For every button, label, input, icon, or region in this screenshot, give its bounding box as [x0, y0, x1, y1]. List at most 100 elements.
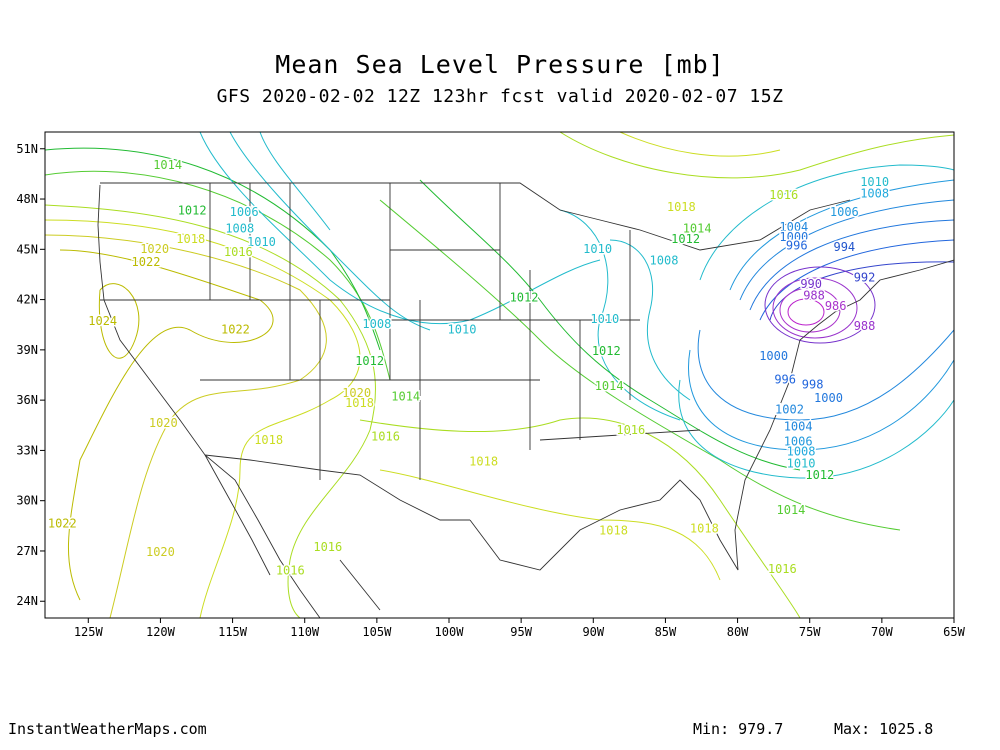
- isobar-1004-low: [739, 199, 954, 301]
- isobar-1020-w: [45, 234, 327, 618]
- lat-tick-label: 45N: [16, 242, 38, 256]
- lon-tick-label: 75W: [799, 625, 821, 639]
- isobar-label-1006: 1006: [230, 205, 259, 219]
- lat-tick-label: 36N: [16, 393, 38, 407]
- isobar-label-1008: 1008: [225, 222, 254, 236]
- isobar-label-1000: 1000: [814, 391, 843, 405]
- lat-tick-label: 27N: [16, 544, 38, 558]
- isobar-label-1016: 1016: [313, 540, 342, 554]
- isobar-label-1004: 1004: [779, 220, 808, 234]
- isobar-1012-w: [45, 147, 381, 351]
- isobar-label-1014: 1014: [595, 379, 624, 393]
- isobar-label-1002: 1002: [775, 403, 804, 417]
- isobar-1008-n: [229, 132, 431, 331]
- isobar-label-1018: 1018: [667, 200, 696, 214]
- isobar-1022: [59, 249, 274, 601]
- isobar-1018-nh: [619, 132, 781, 157]
- isobar-1012-c: [419, 179, 801, 471]
- border-canada: [100, 182, 851, 251]
- isobar-label-1020: 1020: [146, 545, 175, 559]
- map-subtitle: GFS 2020-02-02 12Z 123hr fcst valid 2020…: [216, 86, 784, 107]
- coastline-west: [97, 184, 321, 618]
- isobar-label-1012: 1012: [805, 468, 834, 482]
- isobar-label-1014: 1014: [153, 158, 182, 172]
- isobar-1006-n: [259, 132, 331, 231]
- isobar-label-1004: 1004: [784, 419, 813, 433]
- isobar-label-1012: 1012: [178, 203, 207, 217]
- isobar-label-1016: 1016: [276, 564, 305, 578]
- isobar-1018-c: [379, 469, 721, 581]
- isobar-1010-n: [199, 132, 601, 325]
- map-title: Mean Sea Level Pressure [mb]: [275, 50, 725, 79]
- isobar-label-1016: 1016: [224, 245, 253, 259]
- isobar-label-1022: 1022: [221, 322, 250, 336]
- isobar-990: [764, 266, 876, 344]
- isobar-lines: [45, 132, 954, 618]
- isobar-1016-nh: [559, 132, 954, 179]
- lon-tick-label: 120W: [146, 625, 176, 639]
- isobar-label-1016: 1016: [371, 430, 400, 444]
- isobar-1006-low: [729, 179, 954, 291]
- isobar-label-1024: 1024: [88, 314, 117, 328]
- isobar-1000-low: [749, 219, 954, 311]
- isobar-label-996: 996: [774, 373, 796, 387]
- isobar-label-1018: 1018: [690, 522, 719, 536]
- isobar-1024: [98, 283, 140, 359]
- isobar-988: [772, 277, 858, 339]
- isobar-label-1012: 1012: [671, 232, 700, 246]
- isobar-label-994: 994: [833, 240, 855, 254]
- coastline-baja: [204, 454, 271, 576]
- isobar-1010-sw: [678, 379, 954, 479]
- lon-tick-label: 65W: [943, 625, 965, 639]
- isobar-1006-sw: [688, 349, 954, 451]
- isobar-label-1018: 1018: [599, 523, 628, 537]
- lat-tick-label: 51N: [16, 142, 38, 156]
- isobar-label-1018: 1018: [345, 396, 374, 410]
- isobar-label-992: 992: [854, 270, 876, 284]
- lon-tick-label: 95W: [510, 625, 532, 639]
- isobar-label-1022: 1022: [48, 517, 77, 531]
- isobar-996-low: [759, 239, 954, 321]
- lon-tick-label: 125W: [74, 625, 104, 639]
- isobar-1014-c: [379, 199, 901, 531]
- isobar-label-1010: 1010: [787, 456, 816, 470]
- lon-tick-label: 115W: [218, 625, 248, 639]
- isobar-label-1008: 1008: [860, 187, 889, 201]
- site-credit: InstantWeatherMaps.com: [8, 720, 207, 738]
- lat-tick-label: 30N: [16, 494, 38, 508]
- lat-tick-label: 48N: [16, 192, 38, 206]
- isobar-label-1008: 1008: [362, 317, 391, 331]
- isobar-label-1010: 1010: [590, 312, 619, 326]
- lat-tick-label: 24N: [16, 594, 38, 608]
- isobar-984: [787, 298, 825, 326]
- lon-tick-label: 90W: [582, 625, 604, 639]
- isobar-label-1000: 1000: [779, 230, 808, 244]
- geography-lines: [97, 182, 954, 618]
- isobar-label-1006: 1006: [830, 205, 859, 219]
- isobar-label-1010: 1010: [860, 175, 889, 189]
- isobar-1010-low: [699, 164, 954, 281]
- isobar-label-1012: 1012: [592, 344, 621, 358]
- latitude-axis: 51N 48N 45N 42N 39N 36N 33N 30N 27N 24N: [16, 142, 45, 608]
- isobar-label-1012: 1012: [510, 290, 539, 304]
- isobar-label-1012: 1012: [355, 354, 384, 368]
- isobar-label-996: 996: [786, 238, 808, 252]
- isobar-label-1016: 1016: [768, 562, 797, 576]
- lat-tick-label: 39N: [16, 343, 38, 357]
- isobar-label-1020: 1020: [342, 386, 371, 400]
- isobar-label-1018: 1018: [254, 433, 283, 447]
- isobar-label-988: 988: [803, 289, 825, 303]
- isobar-label-1000: 1000: [759, 349, 788, 363]
- border-mexico: [204, 454, 470, 521]
- longitude-axis: 125W 120W 115W 110W 105W 100W 95W 90W 85W 80W 75W 7…: [74, 618, 966, 639]
- lon-tick-label: 85W: [655, 625, 677, 639]
- lon-tick-label: 110W: [290, 625, 320, 639]
- isobar-1008-e: [609, 239, 691, 401]
- lon-tick-label: 80W: [727, 625, 749, 639]
- isobar-label-1010: 1010: [448, 322, 477, 336]
- isobar-label-1008: 1008: [650, 254, 679, 268]
- state-lines: [100, 183, 701, 480]
- isobar-label-1014: 1014: [391, 389, 420, 403]
